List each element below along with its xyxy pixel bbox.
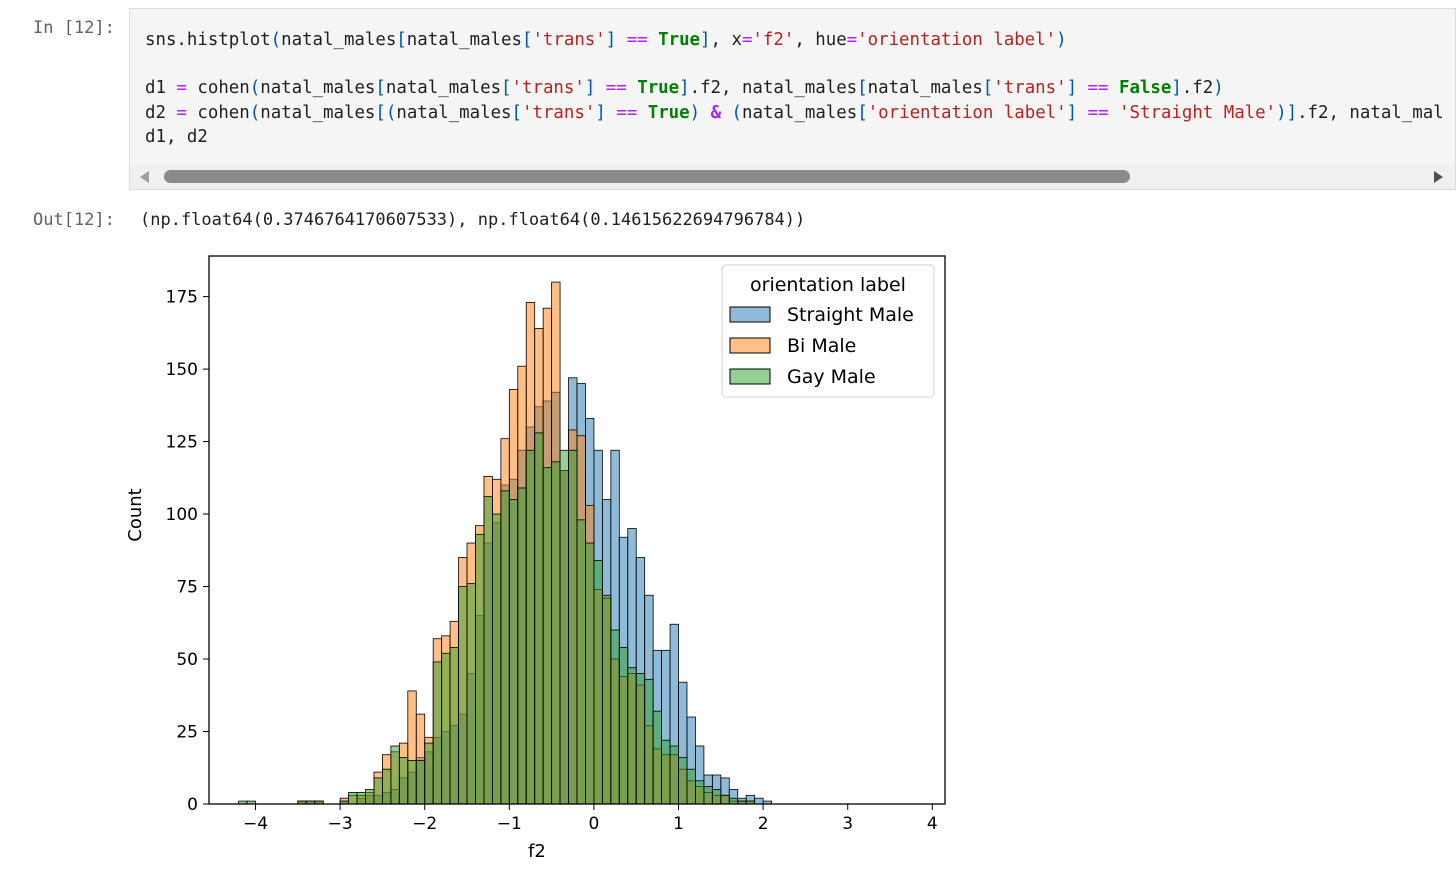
histogram-bar <box>652 710 662 805</box>
histogram-bar <box>711 789 722 805</box>
x-tick-label: −4 <box>243 814 268 834</box>
histogram-bar <box>449 647 459 805</box>
histogram-bar <box>754 797 764 805</box>
histogram-chart: −4 −3 −2 −1 0 1 2 3 40255075100125150175f2Count … <box>125 255 946 862</box>
scroll-left-arrow-icon[interactable] <box>140 171 149 183</box>
histogram-bar <box>432 661 443 805</box>
x-axis-label: f2 <box>528 841 546 862</box>
y-axis-label: Count <box>125 488 146 541</box>
histogram-bar <box>407 760 417 805</box>
axes-layer: −4 −3 −2 −1 0 1 2 3 4 0 25 50 75 100 125 150 175 f2 Count <box>125 288 938 862</box>
histogram-bar <box>695 780 705 805</box>
input-prompt: In [12]: <box>33 18 115 38</box>
legend-swatch <box>729 306 771 323</box>
histogram-bar <box>678 757 688 805</box>
legend-swatch <box>729 337 771 354</box>
histogram-bar <box>551 461 561 805</box>
legend-entry-label: Straight Male <box>787 304 914 326</box>
y-tick-label: 150 <box>166 360 198 380</box>
x-tick-label: 2 <box>758 814 769 834</box>
histogram-bar <box>593 560 603 805</box>
y-tick-label: 50 <box>176 650 198 670</box>
plot-frame <box>208 255 946 805</box>
legend-entry-label: Bi Male <box>787 335 856 357</box>
scrollbar-thumb[interactable] <box>164 170 1130 183</box>
histogram-bar <box>415 760 426 805</box>
legend: orientation label Straight Male Bi Male Gay… <box>721 264 935 398</box>
histogram-bar <box>356 792 366 805</box>
histogram-bar <box>686 768 696 805</box>
histogram-bar <box>365 789 375 805</box>
y-tick-label: 125 <box>166 433 198 453</box>
x-tick-label: 0 <box>589 814 600 834</box>
output-prompt: Out[12]: <box>33 210 115 230</box>
legend-swatch <box>729 368 771 385</box>
scroll-right-arrow-icon[interactable] <box>1434 171 1443 183</box>
histogram-bar <box>610 629 620 805</box>
x-tick-label: −1 <box>497 814 522 834</box>
histogram-bar <box>458 586 468 805</box>
histogram-bar <box>517 487 527 805</box>
histogram-bar <box>618 647 629 805</box>
code-cell-input[interactable]: sns.histplot(natal_males[natal_males['tr… <box>129 8 1456 190</box>
histogram-bar <box>475 533 485 805</box>
code-line: sns.histplot(natal_males[natal_males['tr… <box>145 30 1067 50</box>
histogram-bar <box>525 449 536 805</box>
y-tick-label: 75 <box>176 578 198 598</box>
histogram-bar <box>466 583 476 805</box>
histogram-bar <box>728 797 739 805</box>
histogram-bar <box>424 742 434 805</box>
histogram-bar <box>661 739 671 805</box>
histogram-bar <box>601 594 612 805</box>
code-editor[interactable]: sns.histplot(natal_males[natal_males['tr… <box>145 28 1444 149</box>
histogram-bar <box>644 678 654 805</box>
y-tick-label: 0 <box>187 795 198 815</box>
code-line: d1, d2 <box>145 126 208 147</box>
histogram-bar <box>508 499 519 805</box>
x-tick-label: 4 <box>927 814 938 834</box>
legend-title: orientation label <box>750 274 906 296</box>
x-tick-label: −2 <box>412 814 437 834</box>
x-tick-label: 3 <box>842 814 853 834</box>
histogram-bar <box>348 792 358 805</box>
histogram-bar <box>635 673 646 805</box>
histogram-bar <box>568 449 578 805</box>
bars-layer <box>238 281 772 805</box>
histogram-bar <box>703 786 713 805</box>
legend-entry-label: Gay Male <box>787 366 876 388</box>
x-tick-label: −3 <box>328 814 353 834</box>
histogram-bar <box>585 542 595 805</box>
y-tick-label: 175 <box>166 288 198 308</box>
histogram-bar <box>373 777 383 805</box>
y-tick-label: 100 <box>166 505 198 525</box>
histogram-bar <box>576 519 586 805</box>
cell-output-text: (np.float64(0.3746764170607533), np.floa… <box>140 210 806 230</box>
histogram-bar <box>720 794 730 805</box>
code-line: d1 = cohen(natal_males[natal_males['tran… <box>145 78 1224 99</box>
histogram-bar <box>398 757 409 805</box>
legend-box <box>721 264 935 398</box>
histogram-bar <box>559 449 569 805</box>
histogram-bar <box>382 768 392 805</box>
histogram-bar <box>483 496 493 805</box>
horizontal-scrollbar[interactable] <box>130 165 1455 189</box>
code-line: d2 = cohen(natal_males[(natal_males['tra… <box>145 102 1444 123</box>
y-tick-label: 25 <box>176 723 198 743</box>
x-tick-label: 1 <box>673 814 684 834</box>
histogram-bar <box>390 745 400 805</box>
histogram-bar <box>500 490 510 805</box>
histogram-bar <box>441 652 451 805</box>
histogram-bar <box>492 513 502 805</box>
histogram-bar <box>669 745 679 805</box>
histogram-bar <box>627 667 637 805</box>
histogram-bar <box>534 432 544 805</box>
histogram-bar <box>542 467 553 805</box>
